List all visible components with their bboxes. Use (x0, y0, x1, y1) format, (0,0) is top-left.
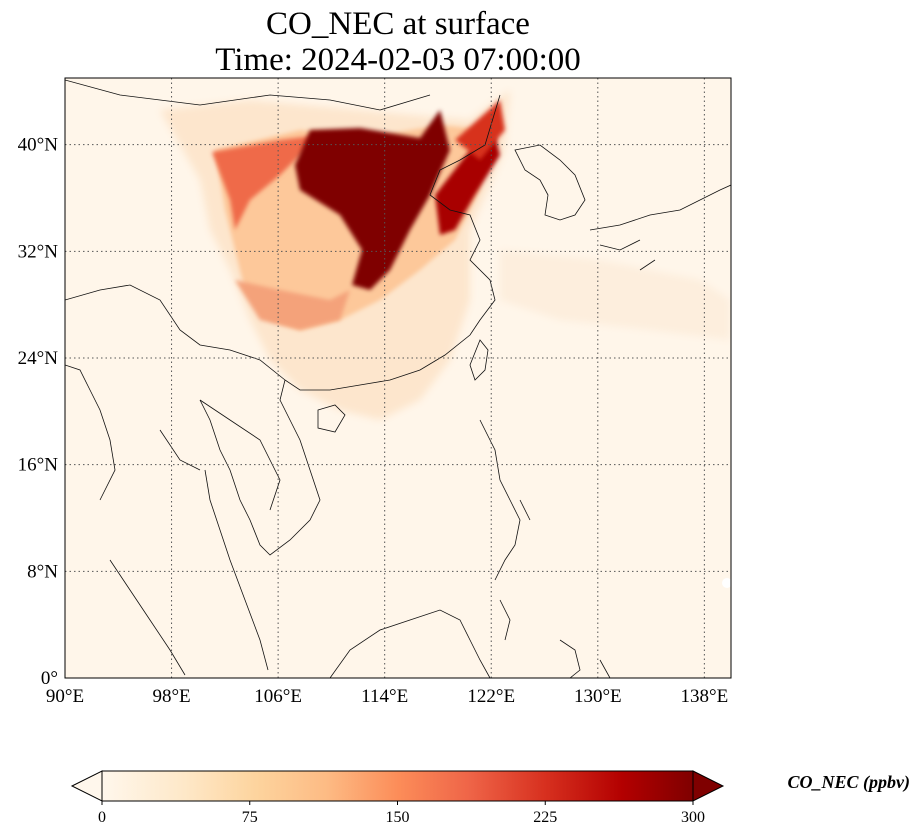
longitude-tick-labels: 90°E 98°E 106°E 114°E 122°E 130°E 138°E (46, 686, 728, 707)
ocean-blank-pixel (722, 578, 731, 588)
coast-hainan (317, 404, 346, 433)
plume-orange-region (212, 135, 320, 230)
lon-tick-label: 114°E (361, 686, 408, 707)
plume-light-east (500, 250, 730, 340)
lon-tick-label: 138°E (681, 686, 729, 707)
lon-tick-label: 122°E (467, 686, 515, 707)
concentration-field (65, 79, 731, 678)
plume-orange-south (235, 280, 350, 330)
map-title-line1: CO_NEC at surface (266, 6, 530, 42)
coast-bay-of-bengal (65, 364, 116, 501)
lon-tick-label: 98°E (152, 686, 190, 707)
colorbar-ticks: 0 75 150 225 300 (98, 801, 705, 826)
colorbar-tick-label: 150 (386, 809, 410, 826)
lat-tick-label: 0° (41, 668, 58, 689)
lat-tick-label: 40°N (18, 135, 59, 156)
coast-indochina (199, 379, 321, 556)
lat-tick-label: 8°N (27, 561, 58, 582)
colorbar: 0 75 150 225 300 CO_NEC (ppbv) (70, 770, 911, 826)
colorbar-tick-label: 225 (533, 809, 557, 826)
lon-tick-label: 130°E (574, 686, 622, 707)
latitude-tick-labels: 0° 8°N 16°N 24°N 32°N 40°N (18, 135, 59, 689)
colorbar-min-extend-arrow (70, 770, 103, 802)
map-title-line2: Time: 2024-02-03 07:00:00 (215, 42, 580, 78)
map-frame (64, 77, 732, 679)
coast-sulawesi (559, 639, 611, 678)
gridlines (65, 78, 731, 678)
colorbar-tick-label: 75 (242, 809, 258, 826)
coast-philippines (479, 419, 531, 641)
lat-tick-label: 16°N (18, 455, 59, 476)
lat-tick-label: 32°N (18, 241, 59, 262)
colorbar-gradient (101, 770, 694, 802)
lon-tick-label: 106°E (254, 686, 302, 707)
coast-malay-peninsula (204, 469, 269, 671)
map-panel (64, 77, 732, 679)
coast-taiwan (469, 339, 489, 381)
border-indochina-internal (159, 399, 281, 511)
coastlines (65, 79, 731, 678)
coast-korea (514, 144, 586, 221)
colorbar-tick-label: 300 (681, 809, 705, 826)
colorbar-max-extend-arrow (692, 770, 725, 802)
border-mongolia (65, 79, 431, 111)
colorbar-label: CO_NEC (ppbv) (788, 772, 911, 793)
colorbar-tick-label: 0 (98, 809, 106, 826)
coast-china-east (284, 94, 501, 391)
lat-tick-label: 24°N (18, 348, 59, 369)
lon-tick-label: 90°E (46, 686, 84, 707)
plume-core (295, 110, 450, 290)
border-china-south (65, 284, 286, 381)
coast-sumatra (109, 559, 186, 676)
coast-borneo (329, 609, 491, 678)
coast-japan (589, 184, 731, 271)
